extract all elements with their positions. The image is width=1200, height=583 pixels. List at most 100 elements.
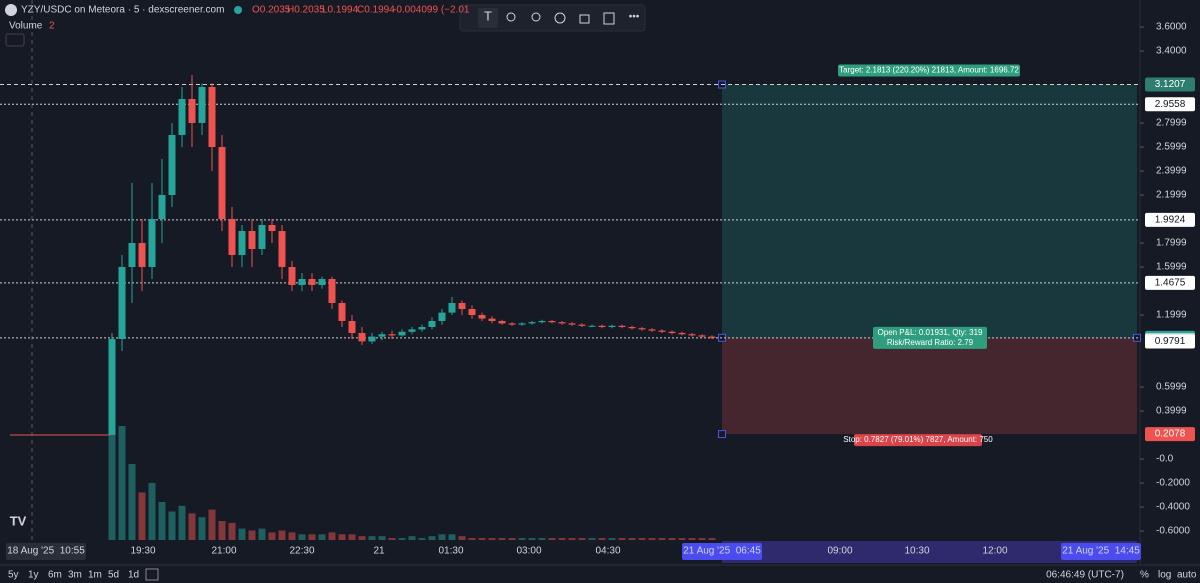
x-tick-label: 12:00 — [982, 546, 1007, 557]
drawing-toolbar[interactable]: T ••• — [459, 4, 646, 32]
x-tick-label: 19:30 — [130, 546, 155, 557]
volume-bar — [258, 528, 266, 540]
candle-body — [218, 147, 226, 219]
candle-body — [548, 321, 556, 323]
volume-bar — [368, 536, 376, 540]
candle-body — [698, 335, 706, 337]
x-tick-label: 21:00 — [211, 546, 236, 557]
axis-option[interactable]: % — [1140, 570, 1149, 581]
fill-tool[interactable] — [506, 12, 516, 22]
volume-bar — [608, 538, 616, 540]
candle-body — [658, 330, 666, 332]
target-label: Target: 2.1813 (220.20%) 21813, Amount: … — [839, 66, 1019, 75]
candle-body — [478, 315, 486, 319]
x-tick-label: 04:30 — [595, 546, 620, 557]
axis-option[interactable]: log — [1158, 570, 1171, 581]
candle-body — [528, 322, 536, 324]
more-tool[interactable]: ••• — [629, 12, 640, 23]
candle-body — [468, 309, 476, 315]
volume-bar — [698, 538, 706, 540]
color-tool[interactable] — [531, 12, 541, 22]
volume-bar — [408, 536, 416, 540]
candle-body — [578, 324, 586, 326]
price-label: 2.9558 — [1155, 99, 1186, 110]
candle-body — [648, 329, 656, 331]
price-label-bg — [1145, 77, 1195, 92]
y-tick-label: 1.1999 — [1156, 310, 1187, 321]
text-icon: T — [484, 8, 492, 23]
price-label-bg — [1145, 97, 1195, 112]
settings-tool[interactable] — [554, 12, 566, 24]
y-tick-label: 0.3999 — [1156, 406, 1187, 417]
x-tick-label: 21 Aug '25 14:45 — [1062, 546, 1140, 557]
calendar-icon[interactable] — [145, 568, 159, 581]
ohlc-value: C0.1994 — [357, 5, 395, 16]
volume-bar — [398, 538, 406, 540]
lock-tool[interactable] — [579, 14, 590, 24]
x-label-bg — [6, 543, 86, 560]
volume-bar — [238, 528, 246, 540]
candle-body — [378, 334, 386, 337]
x-tick-label: 09:00 — [827, 546, 852, 557]
range-button[interactable]: 1m — [88, 570, 102, 581]
volume-bar — [328, 532, 336, 540]
candle-body — [408, 329, 416, 332]
candle-body — [248, 231, 256, 249]
volume-bar — [348, 534, 356, 540]
candle-body — [598, 325, 606, 327]
axis-option[interactable]: auto — [1177, 570, 1197, 581]
range-button[interactable]: 6m — [48, 570, 62, 581]
range-button[interactable]: 1y — [28, 570, 39, 581]
y-tick-label: 2.1999 — [1156, 190, 1187, 201]
x-tick-label: 21 — [373, 546, 385, 557]
volume-bar — [568, 538, 576, 540]
volume-label: Volume — [9, 21, 43, 32]
candle-body — [318, 279, 326, 285]
volume-count: 2 — [49, 21, 55, 32]
volume-bar — [518, 538, 526, 540]
candle-body — [268, 225, 276, 231]
volume-bar — [318, 534, 326, 540]
candle-body — [668, 331, 676, 333]
volume-bar — [108, 350, 116, 540]
range-button[interactable]: 1d — [128, 570, 139, 581]
volume-bar — [418, 538, 426, 540]
rr-label: Risk/Reward Ratio: 2.79 — [887, 338, 974, 347]
candle-body — [258, 225, 266, 249]
volume-bar — [148, 483, 156, 540]
text-tool[interactable] — [478, 8, 498, 28]
status-dot — [234, 6, 242, 14]
price-label: 1.9924 — [1155, 215, 1186, 226]
volume-bar — [578, 538, 586, 540]
volume-bar — [248, 530, 256, 540]
volume-bar — [618, 538, 626, 540]
y-tick-label: -0.6000 — [1156, 526, 1190, 537]
target-label-bg — [838, 64, 1020, 77]
volume-bar — [688, 538, 696, 540]
volume-bar — [308, 534, 316, 540]
x-tick-label: 01:30 — [438, 546, 463, 557]
candle-body — [278, 231, 286, 267]
range-button[interactable]: 3m — [68, 570, 82, 581]
volume-bar — [378, 536, 386, 540]
delete-tool[interactable] — [603, 12, 615, 25]
y-tick-label: -0.2000 — [1156, 478, 1190, 489]
price-label-bg — [1145, 275, 1195, 290]
range-button[interactable]: 5y — [8, 570, 19, 581]
candle-body — [488, 318, 496, 321]
candle-body — [208, 87, 216, 147]
volume-bar — [138, 492, 146, 540]
handle[interactable] — [718, 430, 726, 439]
range-button[interactable]: 5d — [108, 570, 119, 581]
candle-body — [388, 334, 396, 336]
y-tick-label: 0.5999 — [1156, 382, 1187, 393]
stop-label-bg — [854, 434, 982, 447]
volume-bar — [548, 538, 556, 540]
collapse-button[interactable] — [5, 33, 25, 47]
volume-bar — [288, 532, 296, 540]
x-tick-label: 22:30 — [289, 546, 314, 557]
y-tick-label: 2.3999 — [1156, 166, 1187, 177]
volume-bar — [458, 536, 466, 540]
logo: TV — [10, 513, 27, 528]
